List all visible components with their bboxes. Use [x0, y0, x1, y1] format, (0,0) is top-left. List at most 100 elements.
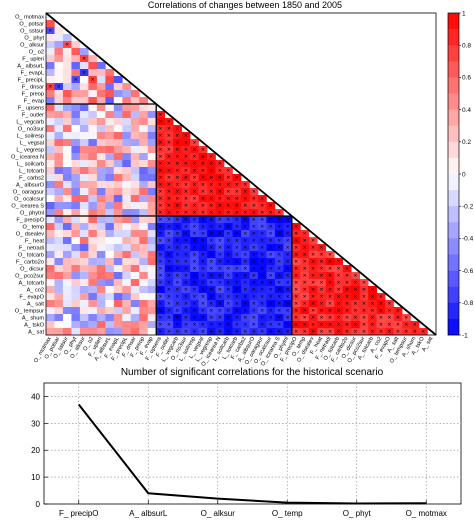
heatmap-cell — [46, 279, 55, 287]
heatmap-cell — [224, 181, 233, 189]
row-label: O_ potsar — [19, 22, 44, 28]
heatmap-cell — [88, 286, 98, 294]
heatmap-cell — [88, 265, 98, 273]
heatmap-cell — [139, 202, 149, 210]
heatmap-cell — [156, 300, 165, 308]
heatmap-cell — [181, 181, 191, 189]
heatmap-cell — [71, 328, 81, 336]
heatmap-cell — [79, 118, 89, 126]
significance-mark: × — [269, 238, 273, 245]
significance-mark: × — [167, 224, 171, 231]
heatmap-cell — [266, 321, 276, 329]
significance-mark: × — [209, 189, 213, 196]
significance-mark: × — [218, 287, 222, 294]
heatmap-cell — [156, 328, 165, 336]
row-label: O_ dicsur — [20, 267, 44, 273]
heatmap-cell — [342, 328, 352, 336]
heatmap-cell — [113, 167, 123, 175]
y-tick-label: 10 — [31, 473, 40, 482]
heatmap-cell — [122, 307, 132, 315]
heatmap-cell — [317, 272, 327, 280]
significance-mark: × — [159, 322, 163, 329]
colorbar-step — [448, 254, 459, 271]
heatmap-cell — [122, 97, 132, 105]
heatmap-cell — [96, 216, 106, 224]
row-label: A_ tskO — [24, 323, 45, 329]
heatmap-cell — [224, 293, 233, 301]
heatmap-cell — [215, 160, 225, 168]
heatmap-cell — [283, 258, 293, 266]
heatmap-cell — [113, 272, 123, 280]
heatmap-cell — [88, 195, 98, 203]
heatmap-cell — [274, 216, 284, 224]
heatmap-cell — [54, 160, 64, 168]
heatmap-cell — [79, 223, 89, 231]
heatmap-cell — [46, 209, 55, 217]
significance-mark: × — [159, 175, 163, 182]
heatmap-cell — [71, 258, 81, 266]
heatmap-cell — [207, 279, 216, 287]
significance-mark: × — [209, 224, 213, 231]
significance-mark: × — [218, 182, 222, 189]
heatmap-cell — [198, 321, 208, 329]
heatmap-cell — [198, 167, 208, 175]
heatmap-cell — [249, 314, 259, 322]
row-label: F_ evap — [24, 99, 44, 105]
colorbar-tick-label: 1 — [462, 10, 466, 17]
heatmap-cell — [257, 251, 267, 259]
heatmap-cell — [274, 314, 284, 322]
row-label: F_ heat — [25, 239, 44, 245]
heatmap-cell — [334, 314, 344, 322]
heatmap-cell — [207, 209, 216, 217]
significance-mark: × — [184, 133, 188, 140]
significance-mark: × — [277, 315, 281, 322]
heatmap-cell — [96, 181, 106, 189]
heatmap-cell — [156, 202, 165, 210]
heatmap-cell — [130, 146, 140, 154]
heatmap-cell — [62, 230, 72, 238]
heatmap-cell — [79, 293, 89, 301]
heatmap-cell — [156, 132, 165, 140]
significance-mark: × — [286, 287, 290, 294]
heatmap-cell — [71, 286, 81, 294]
significance-mark: × — [192, 161, 196, 168]
heatmap-cell — [156, 265, 165, 273]
significance-mark: × — [286, 217, 290, 224]
heatmap-cell — [88, 160, 98, 168]
row-label: L_ soilresp — [17, 134, 44, 140]
heatmap-cell — [164, 314, 174, 322]
significance-mark: × — [235, 189, 239, 196]
heatmap-cell — [105, 181, 115, 189]
heatmap-cell — [308, 314, 318, 322]
significance-mark: × — [337, 329, 341, 336]
heatmap-cell — [291, 237, 301, 245]
significance-mark: × — [176, 308, 180, 315]
heatmap-cell — [164, 279, 174, 287]
significance-mark: × — [201, 280, 205, 287]
significance-mark: × — [226, 224, 230, 231]
significance-mark: × — [354, 308, 358, 315]
row-label: A_ totcarb — [19, 281, 45, 287]
heatmap-cell — [122, 83, 132, 91]
heatmap-cell — [122, 111, 132, 119]
heatmap-cell — [300, 328, 310, 336]
heatmap-cell — [190, 174, 199, 182]
heatmap-cell — [105, 167, 115, 175]
significance-mark: × — [91, 77, 95, 84]
heatmap-cell — [224, 258, 233, 266]
significance-mark: × — [209, 238, 213, 245]
heatmap-cell — [241, 314, 250, 322]
heatmap-cell — [232, 195, 242, 203]
heatmap-cell — [130, 202, 140, 210]
heatmap-cell — [164, 153, 174, 161]
row-label: O_ totcarb — [18, 253, 44, 259]
heatmap-cell — [122, 195, 132, 203]
heatmap-cell — [139, 167, 149, 175]
heatmap-cell — [181, 293, 191, 301]
heatmap-cell — [325, 307, 335, 315]
heatmap-cell — [130, 223, 140, 231]
significance-mark: × — [286, 266, 290, 273]
heatmap-cell — [190, 307, 199, 315]
heatmap-cell — [224, 321, 233, 329]
heatmap-cell — [156, 118, 165, 126]
